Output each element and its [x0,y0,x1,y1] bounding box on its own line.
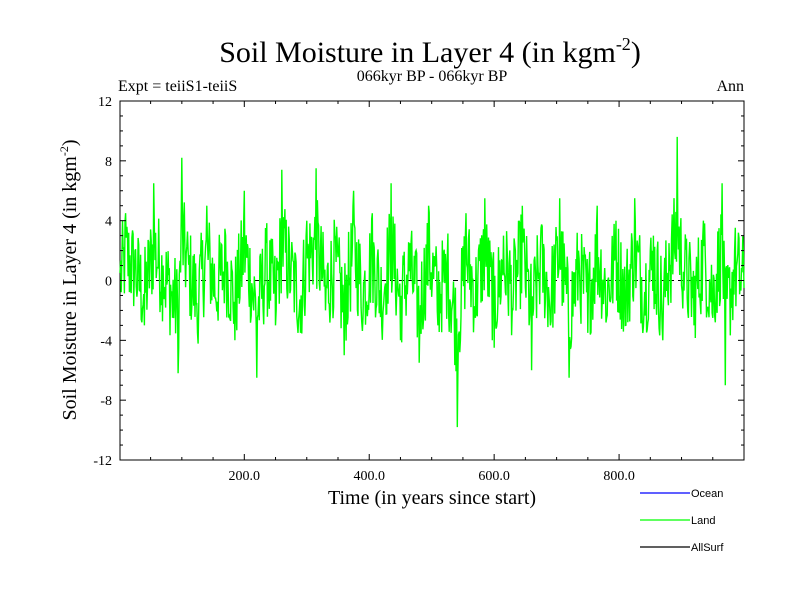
y-axis-label-close: ) [59,139,81,146]
y-tick-label: 0 [105,275,112,290]
y-tick-label: 4 [105,215,112,230]
period-label: 066kyr BP - 066kyr BP [357,68,508,85]
y-tick-label: -8 [100,394,112,409]
x-tick-label: 400.0 [353,469,385,484]
season-label: Ann [716,78,744,95]
chart-title-close: ) [631,36,641,69]
land-series-line [119,136,745,428]
legend-label-ocean: Ocean [691,488,723,500]
y-axis-ticks: -12 -8 -4 0 4 8 12 [93,95,744,469]
legend-label-allsurf: AllSurf [691,542,724,554]
x-tick-label: 800.0 [603,469,635,484]
y-axis-label: Soil Moisture in Layer 4 (in kgm-2) [57,139,81,420]
x-tick-label: 600.0 [478,469,510,484]
y-axis-label-text: Soil Moisture in Layer 4 (in kgm [59,156,81,421]
chart-title: Soil Moisture in Layer 4 (in kgm-2) [219,34,641,69]
chart-title-text: Soil Moisture in Layer 4 (in kgm [219,36,616,69]
experiment-label: Expt = teiiS1-teiiS [118,78,237,95]
x-tick-label: 200.0 [229,469,261,484]
y-tick-label: 12 [98,95,112,110]
y-tick-label: 8 [105,155,112,170]
x-axis-label: Time (in years since start) [328,487,536,509]
y-axis-label-superscript: -2 [57,146,71,156]
legend: Ocean Land AllSurf [640,488,724,554]
x-axis-ticks: 200.0 400.0 600.0 800.0 [150,101,714,484]
y-tick-label: -4 [100,334,112,349]
legend-label-land: Land [691,515,715,527]
chart-title-superscript: -2 [616,34,631,54]
y-tick-label: -12 [93,454,112,469]
